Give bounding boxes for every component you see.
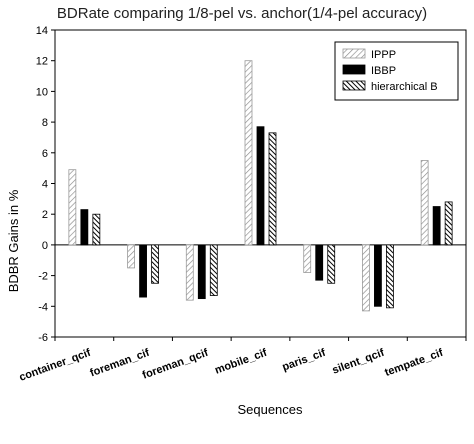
y-tick-label: 2: [42, 209, 48, 221]
bar-hierarchical-b-mobile_cif: [268, 132, 277, 246]
bar-hierarchical-b-foreman_cif: [151, 244, 159, 284]
bar-hierarchical-b-silent_qcif: [386, 244, 394, 309]
bar-hierarchical-b-foreman_qcif: [209, 244, 218, 296]
y-tick-label: 10: [36, 86, 48, 98]
bar-ibbp-tempate_cif: [432, 206, 441, 246]
bar-ippp-silent_qcif: [362, 244, 370, 312]
bar-ibbp-foreman_cif: [139, 244, 147, 298]
bar-hierarchical-b-container_qcif: [92, 213, 101, 246]
y-tick-label: -2: [38, 271, 48, 283]
bar-ippp-tempate_cif: [420, 160, 429, 246]
bar-ippp-foreman_cif: [127, 244, 135, 269]
bar-ibbp-paris_cif: [315, 244, 324, 281]
legend-swatch-3: [342, 80, 366, 91]
y-tick-label: -6: [38, 332, 48, 344]
bar-hierarchical-b-paris_cif: [327, 244, 336, 284]
bar-ibbp-container_qcif: [80, 209, 89, 246]
bar-ippp-paris_cif: [303, 244, 312, 273]
y-tick-label: 6: [42, 148, 48, 160]
legend-label-2: IBBP: [371, 65, 396, 77]
x-category-label: paris_cif: [281, 347, 328, 374]
legend-swatch-2: [342, 64, 366, 75]
x-category-label: silent_qcif: [331, 347, 387, 377]
x-category-label: foreman_qcif: [141, 347, 210, 382]
bar-ippp-foreman_qcif: [185, 244, 194, 301]
bar-hierarchical-b-tempate_cif: [444, 201, 453, 246]
legend-label-3: hierarchical B: [371, 81, 438, 93]
x-category-label: tempate_cif: [383, 347, 445, 379]
bar-ibbp-mobile_cif: [256, 126, 265, 246]
bar-ibbp-silent_qcif: [374, 244, 382, 307]
y-tick-label: 14: [36, 25, 48, 37]
y-tick-label: 4: [42, 179, 48, 191]
legend: IPPP IBBP hierarchical B: [334, 41, 459, 101]
legend-swatch-1: [342, 48, 366, 59]
bar-ibbp-foreman_qcif: [197, 244, 206, 300]
y-tick-label: 0: [42, 240, 48, 252]
bar-ippp-mobile_cif: [244, 60, 253, 246]
x-category-label: container_qcif: [18, 347, 93, 384]
y-tick-label: 8: [42, 117, 48, 129]
x-category-label: mobile_cif: [213, 347, 269, 377]
y-tick-label: 12: [36, 56, 48, 68]
bar-ippp-container_qcif: [68, 169, 77, 246]
legend-label-1: IPPP: [371, 49, 396, 61]
y-axis-title: BDBR Gains in %: [6, 189, 21, 292]
y-tick-label: -4: [38, 301, 48, 313]
x-axis-title: Sequences: [237, 402, 303, 417]
chart-title: BDRate comparing 1/8-pel vs. anchor(1/4-…: [57, 5, 427, 22]
